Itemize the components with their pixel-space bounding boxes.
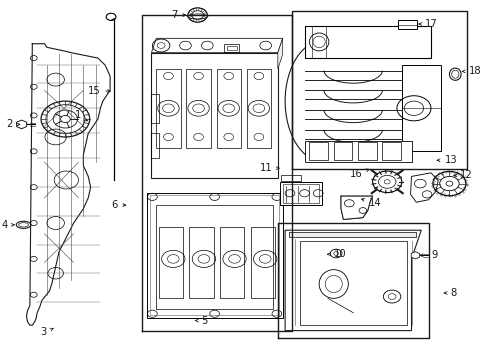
Bar (289, 232, 416, 237)
Text: 18: 18 (463, 66, 481, 76)
Text: 9: 9 (420, 250, 438, 260)
Bar (186, 69, 211, 148)
Bar (224, 44, 239, 51)
Bar (246, 69, 271, 148)
Text: 7: 7 (171, 10, 186, 20)
Bar (150, 195, 279, 315)
Polygon shape (278, 39, 283, 69)
Text: 5: 5 (196, 316, 208, 325)
Bar (280, 182, 321, 205)
Bar (156, 205, 273, 309)
Text: 14: 14 (362, 198, 381, 208)
Text: 11: 11 (260, 163, 279, 173)
Polygon shape (341, 196, 372, 220)
Text: 3: 3 (41, 327, 53, 337)
Bar (159, 226, 183, 298)
Bar (151, 94, 159, 123)
Polygon shape (151, 39, 283, 53)
Polygon shape (411, 173, 438, 202)
Text: 13: 13 (437, 155, 457, 165)
Text: 10: 10 (328, 249, 346, 259)
Bar (217, 69, 241, 148)
Text: 15: 15 (88, 86, 110, 96)
Polygon shape (285, 230, 421, 330)
Bar (382, 142, 401, 160)
Bar (156, 69, 181, 148)
Bar (283, 184, 319, 203)
Bar (300, 241, 407, 325)
Text: 16: 16 (350, 168, 369, 179)
Bar (305, 140, 412, 162)
Text: 1: 1 (74, 111, 87, 121)
Bar (250, 226, 275, 298)
Bar (147, 193, 283, 318)
Bar (220, 226, 245, 298)
Bar (402, 65, 441, 151)
Text: 8: 8 (444, 288, 457, 298)
Bar (398, 21, 417, 30)
Text: 4: 4 (2, 220, 14, 230)
Bar (358, 142, 376, 160)
Text: 6: 6 (111, 200, 126, 210)
Text: 2: 2 (6, 120, 20, 129)
Bar (151, 134, 159, 158)
Text: 17: 17 (419, 19, 438, 29)
Bar (281, 175, 301, 181)
Bar (189, 226, 214, 298)
Bar (227, 45, 237, 50)
Polygon shape (411, 252, 419, 259)
Bar (334, 142, 352, 160)
Text: 12: 12 (454, 170, 473, 180)
Bar (305, 26, 431, 58)
Polygon shape (151, 53, 278, 178)
Bar (309, 142, 328, 160)
